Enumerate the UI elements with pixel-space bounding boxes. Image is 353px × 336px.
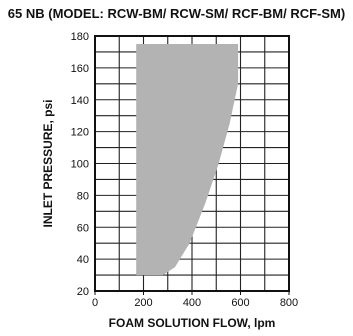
x-tick-label: 400 <box>183 297 201 309</box>
y-axis-title: INLET PRESSURE, psi <box>41 99 55 227</box>
operating-region <box>136 44 239 276</box>
y-tick-label: 120 <box>71 127 89 139</box>
y-tick-label: 40 <box>77 254 89 266</box>
x-tick-label: 0 <box>92 297 98 309</box>
y-tick-label: 20 <box>77 286 89 298</box>
x-axis-title: FOAM SOLUTION FLOW, lpm <box>109 316 276 330</box>
x-tick-label: 600 <box>231 297 249 309</box>
y-tick-label: 160 <box>71 63 89 75</box>
y-tick-label: 140 <box>71 95 89 107</box>
y-tick-label: 60 <box>77 222 89 234</box>
x-tick-label: 800 <box>280 297 298 309</box>
x-tick-label: 200 <box>134 297 152 309</box>
chart-title: 65 NB (MODEL: RCW-BM/ RCW-SM/ RCF-BM/ RC… <box>7 6 346 21</box>
y-tick-label: 180 <box>71 31 89 43</box>
y-tick-label: 80 <box>77 190 89 202</box>
y-tick-label: 100 <box>71 159 89 171</box>
